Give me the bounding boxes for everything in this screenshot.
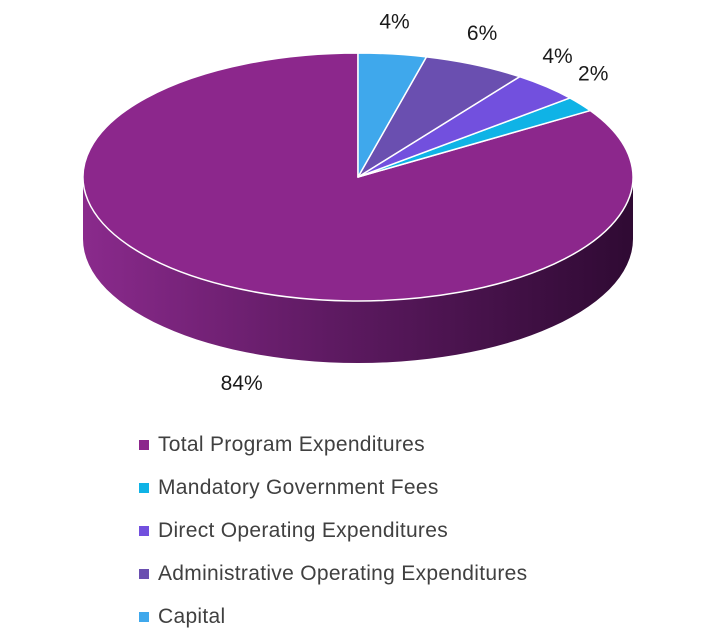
legend-item-direct-operating-expenditures: Direct Operating Expenditures: [139, 509, 527, 552]
legend-swatch: [139, 439, 149, 450]
legend-swatch: [139, 525, 149, 536]
pie-chart: 84% 2% 4% 6% 4%: [82, 11, 634, 395]
legend-swatch: [139, 569, 149, 580]
legend-item-administrative-operating-expenditures: Administrative Operating Expenditures: [139, 553, 527, 596]
legend-label: Direct Operating Expenditures: [158, 518, 449, 542]
legend-item-total-program-expenditures: Total Program Expenditures: [139, 423, 527, 466]
legend-label: Mandatory Government Fees: [158, 475, 439, 499]
pie-slice-capital: [357, 52, 428, 178]
pie-side-total-program-expenditures: [83, 177, 633, 363]
legend-item-mandatory-government-fees: Mandatory Government Fees: [139, 466, 527, 509]
data-label-capital: 4%: [379, 11, 409, 34]
legend-swatch: [139, 612, 149, 623]
legend-swatch: [139, 482, 149, 493]
legend-label: Administrative Operating Expenditures: [158, 562, 528, 586]
legend-label: Total Program Expenditures: [158, 432, 425, 456]
data-label-mandatory-government-fees: 2%: [578, 62, 608, 85]
data-label-total-program-expenditures: 84%: [221, 372, 263, 395]
chart-legend: Total Program Expenditures Mandatory Gov…: [139, 423, 527, 639]
data-label-administrative-operating-expenditures: 6%: [467, 22, 497, 45]
legend-label: Capital: [158, 605, 226, 629]
data-label-direct-operating-expenditures: 4%: [542, 45, 572, 68]
legend-item-capital: Capital: [139, 596, 527, 639]
